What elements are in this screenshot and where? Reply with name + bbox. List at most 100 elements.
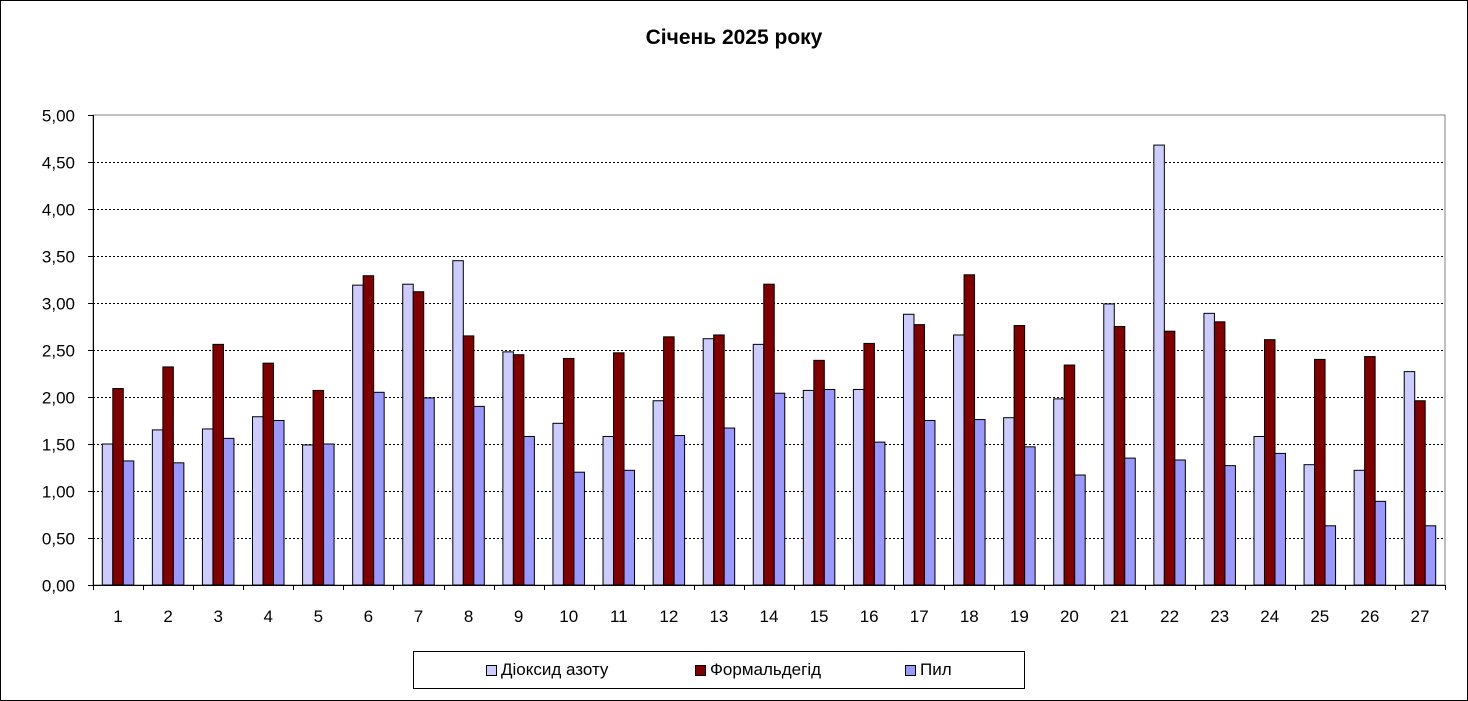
bar-series-2: [1364, 356, 1376, 586]
bar-series-2: [262, 362, 275, 586]
bar-series-3: [1224, 465, 1236, 586]
x-tick-label: 5: [314, 607, 323, 626]
bar-series-1: [101, 443, 114, 586]
legend-swatch-series-1: [486, 664, 497, 676]
bar-series-3: [823, 388, 836, 586]
bar-series-1: [1303, 464, 1316, 586]
bar-series-2: [112, 388, 124, 586]
bar-series-1: [1253, 435, 1265, 586]
legend-item-series-3: Пил: [905, 652, 952, 688]
bar-series-2: [562, 357, 575, 586]
bar-series-1: [802, 389, 815, 586]
bar-series-2: [512, 354, 525, 586]
x-tick-label: 15: [810, 607, 829, 626]
bar-series-1: [1203, 312, 1215, 586]
bar-series-2: [412, 291, 425, 586]
bar-series-1: [702, 338, 715, 586]
labels-layer: 0,00 0,50 1,00 1,50 2,00 2,50 3,00 3,50 4,00 4,50…: [42, 107, 1430, 627]
x-tick-label: 12: [659, 607, 678, 626]
axes-layer: [88, 115, 1446, 590]
x-tick-label: 4: [264, 607, 273, 626]
bar-series-2: [1263, 339, 1276, 586]
bar-series-3: [723, 427, 736, 586]
y-tick-label: 0,00: [42, 577, 75, 596]
x-tick-label: 19: [1010, 607, 1029, 626]
bar-series-2: [863, 342, 875, 586]
x-tick-label: 7: [414, 607, 423, 626]
bar-series-3: [172, 462, 185, 586]
bar-series-3: [323, 443, 335, 586]
bar-series-3: [773, 392, 786, 586]
bar-series-2: [312, 389, 325, 586]
bar-series-2: [613, 352, 625, 586]
bar-series-2: [162, 366, 174, 586]
bar-series-3: [1174, 459, 1186, 586]
bar-series-3: [1074, 474, 1086, 586]
x-tick-label: 21: [1110, 607, 1129, 626]
bar-series-1: [452, 260, 464, 586]
x-tick-label: 11: [610, 607, 628, 626]
x-tick-label: 1: [113, 607, 122, 626]
bar-series-1: [552, 422, 564, 586]
bar-series-3: [1274, 452, 1286, 586]
x-tick-label: 8: [464, 607, 473, 626]
y-tick-label: 5,00: [42, 107, 75, 126]
bar-series-2: [1013, 325, 1026, 586]
bar-series-1: [1353, 469, 1366, 586]
x-tick-label: 23: [1210, 607, 1229, 626]
bar-series-3: [1324, 525, 1337, 586]
bar-series-3: [873, 441, 886, 586]
x-tick-label: 10: [559, 607, 578, 626]
bar-series-1: [902, 313, 915, 586]
bar-series-3: [523, 435, 535, 586]
bar-series-2: [763, 283, 775, 586]
y-tick-label: 1,50: [42, 436, 75, 455]
y-tick-label: 3,00: [42, 295, 75, 314]
y-tick-label: 2,50: [42, 342, 75, 361]
bar-series-3: [1024, 446, 1036, 586]
bar-series-3: [923, 420, 936, 586]
bar-series-3: [273, 420, 285, 586]
legend-label-series-1: Діоксид азоту: [501, 660, 609, 679]
legend: Діоксид азоту Формальдегід Пил: [413, 651, 1025, 689]
bar-series-2: [813, 359, 825, 586]
bar-series-1: [201, 428, 214, 586]
x-tick-label: 3: [213, 607, 222, 626]
bar-series-1: [1103, 303, 1115, 586]
x-tick-label: 6: [364, 607, 373, 626]
x-tick-label: 17: [910, 607, 929, 626]
bar-series-2: [913, 324, 925, 586]
bar-series-2: [362, 275, 375, 586]
bar-series-2: [1314, 358, 1326, 586]
bar-series-3: [122, 460, 135, 586]
bar-series-1: [1053, 398, 1065, 586]
legend-item-series-1: Діоксид азоту: [486, 652, 608, 688]
bar-series-1: [953, 334, 965, 586]
y-tick-label: 0,50: [42, 530, 75, 549]
chart-title: Січень 2025 року: [645, 26, 823, 49]
bar-series-1: [502, 351, 514, 586]
legend-swatch-series-2: [695, 664, 706, 676]
bar-series-1: [1153, 144, 1165, 586]
bar-series-2: [462, 335, 475, 586]
x-tick-label: 27: [1410, 607, 1429, 626]
bar-series-3: [623, 469, 636, 586]
bar-series-1: [652, 400, 665, 586]
bar-series-3: [473, 405, 485, 586]
bar-series-2: [212, 343, 224, 586]
legend-item-series-2: Формальдегід: [695, 652, 821, 688]
bar-series-1: [852, 388, 865, 586]
bar-series-3: [373, 391, 385, 586]
legend-swatch-series-3: [905, 664, 916, 676]
x-tick-label: 13: [709, 607, 728, 626]
bar-series-1: [752, 343, 765, 586]
x-tick-label: 2: [163, 607, 172, 626]
y-tick-label: 2,00: [42, 389, 75, 408]
bar-series-3: [222, 437, 235, 586]
legend-label-series-3: Пил: [920, 660, 952, 679]
bar-series-1: [1403, 371, 1416, 586]
bar-series-2: [1113, 326, 1126, 586]
bar-series-1: [402, 283, 414, 586]
y-tick-label: 4,50: [42, 154, 75, 173]
